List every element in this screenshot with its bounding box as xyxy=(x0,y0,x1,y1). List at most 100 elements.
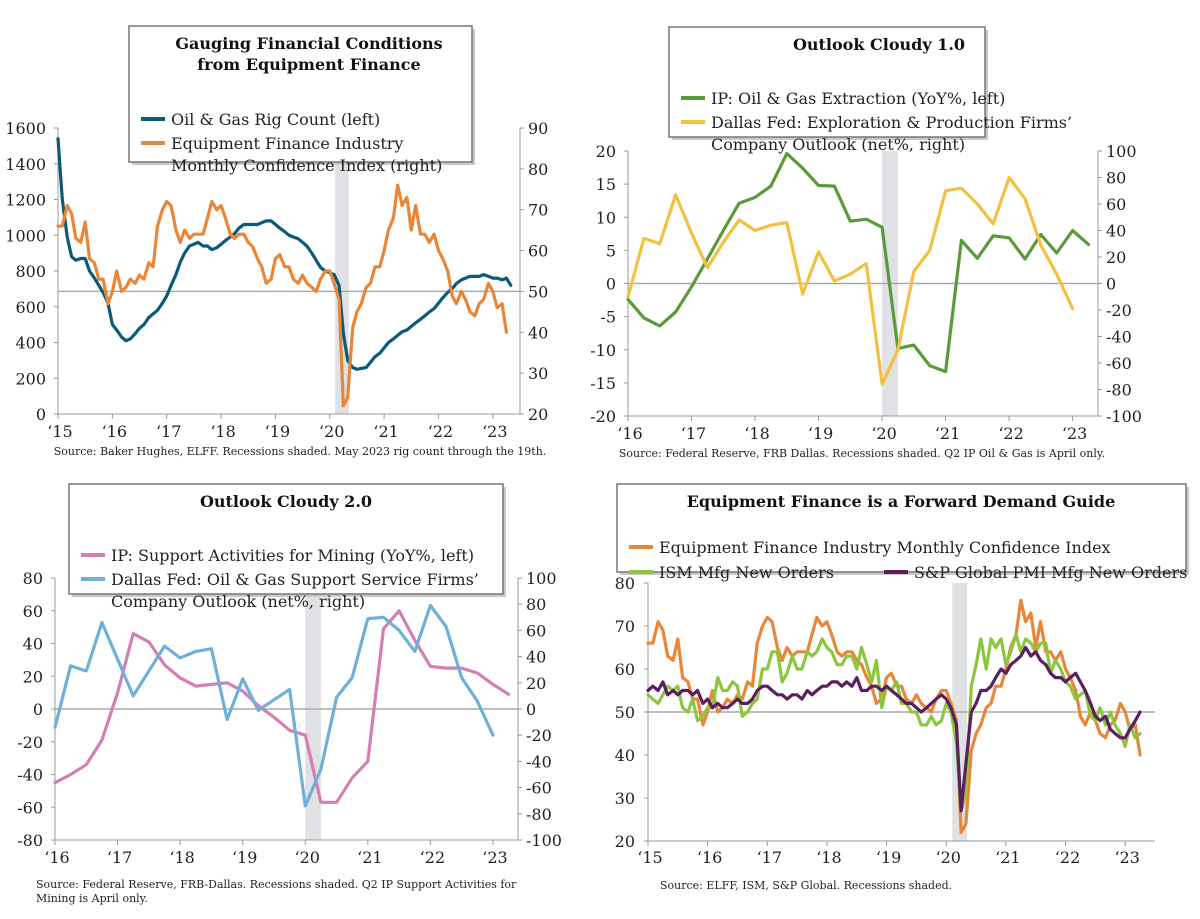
title-box xyxy=(68,483,504,595)
x-tick-label: ‘17 xyxy=(107,848,132,867)
x-tick-label: ‘16 xyxy=(102,422,127,441)
left-tick-label: 20 xyxy=(23,667,43,686)
left-tick-label: 600 xyxy=(15,298,46,317)
right-tick-label: 60 xyxy=(526,621,546,640)
right-tick-label: 70 xyxy=(528,201,548,220)
x-tick-label: ‘23 xyxy=(1062,424,1087,443)
legend-label: Equipment Finance Industry xyxy=(171,134,403,153)
right-tick-label: -100 xyxy=(1106,407,1142,426)
right-tick-label: 80 xyxy=(1106,169,1126,188)
legend-label: Oil & Gas Rig Count (left) xyxy=(171,110,380,129)
left-tick-label: 20 xyxy=(615,832,635,851)
source-note: Source: Baker Hughes, ELFF. Recessions s… xyxy=(54,445,547,458)
left-tick-label: 1000 xyxy=(5,226,46,245)
chart-title: Outlook Cloudy 2.0 xyxy=(200,492,372,511)
x-tick-label: ‘22 xyxy=(1055,848,1080,867)
legend-label: Company Outlook (net%, right) xyxy=(111,592,365,611)
x-tick-label: ‘21 xyxy=(995,848,1020,867)
x-tick-label: ‘22 xyxy=(998,424,1023,443)
left-tick-label: 40 xyxy=(23,635,43,654)
left-tick-label: 15 xyxy=(596,175,616,194)
right-tick-label: -20 xyxy=(526,726,552,745)
left-tick-label: 70 xyxy=(615,617,635,636)
x-tick-label: ‘20 xyxy=(295,848,320,867)
series-line-1 xyxy=(626,152,1091,374)
right-tick-label: 20 xyxy=(528,405,548,424)
x-tick-label: ‘15 xyxy=(47,422,72,441)
left-tick-label: -40 xyxy=(17,766,43,785)
x-tick-label: ‘22 xyxy=(428,422,453,441)
x-tick-label: ‘18 xyxy=(210,422,235,441)
right-tick-label: 50 xyxy=(528,282,548,301)
chart-3: -80 -60 -40 -20 0 20 40 60 80 -100 -80 -60 -40 -20 0 20… xyxy=(17,483,562,905)
series-line-1 xyxy=(56,137,513,371)
left-tick-label: 50 xyxy=(615,703,635,722)
title-box xyxy=(668,26,986,138)
left-tick-label: 1600 xyxy=(5,119,46,138)
series-line-2 xyxy=(53,603,495,808)
left-tick-label: 20 xyxy=(596,142,616,161)
chart-title: Gauging Financial Conditions xyxy=(175,34,442,53)
chart-title: from Equipment Finance xyxy=(197,55,420,74)
right-tick-label: 0 xyxy=(526,700,536,719)
legend-label: Equipment Finance Industry Monthly Confi… xyxy=(659,538,1111,557)
right-tick-label: 100 xyxy=(1106,142,1137,161)
x-tick-label: ‘16 xyxy=(44,848,69,867)
left-tick-label: -20 xyxy=(17,733,43,752)
x-tick-label: ‘19 xyxy=(265,422,290,441)
right-tick-label: 60 xyxy=(528,242,548,261)
x-tick-label: ‘17 xyxy=(681,424,706,443)
x-tick-label: ‘16 xyxy=(697,848,722,867)
right-tick-label: -100 xyxy=(526,831,562,850)
left-tick-label: 80 xyxy=(615,574,635,593)
legend-label: IP: Support Activities for Mining (YoY%,… xyxy=(111,546,474,565)
chart-title: Outlook Cloudy 1.0 xyxy=(793,35,965,54)
x-tick-label: ‘21 xyxy=(373,422,398,441)
x-tick-label: ‘17 xyxy=(156,422,181,441)
x-tick-label: ‘23 xyxy=(482,848,507,867)
left-tick-label: 800 xyxy=(15,262,46,281)
left-tick-label: 40 xyxy=(615,746,635,765)
x-tick-label: ‘18 xyxy=(744,424,769,443)
x-tick-label: ‘17 xyxy=(757,848,782,867)
chart-1: 0 200 400 600 800 1000 1200 1400 1600 20 30 40 50 60 7… xyxy=(5,25,548,458)
left-tick-label: 0 xyxy=(606,275,616,294)
legend-label: Company Outlook (net%, right) xyxy=(711,135,965,154)
x-tick-label: ‘19 xyxy=(876,848,901,867)
x-tick-label: ‘19 xyxy=(232,848,257,867)
chart-2: -20 -15 -10 -5 0 5 10 15 20 -100 -80 -60 -40 -20 0 20 40… xyxy=(590,26,1142,460)
x-tick-label: ‘20 xyxy=(319,422,344,441)
right-tick-label: -60 xyxy=(526,779,552,798)
right-tick-label: 0 xyxy=(1106,275,1116,294)
series-line-2 xyxy=(626,175,1075,386)
x-tick-label: ‘21 xyxy=(935,424,960,443)
right-tick-label: -40 xyxy=(1106,328,1132,347)
series-line-2 xyxy=(56,183,508,408)
left-tick-label: 60 xyxy=(23,602,43,621)
left-tick-label: 30 xyxy=(615,789,635,808)
x-tick-label: ‘23 xyxy=(1114,848,1139,867)
left-tick-label: -60 xyxy=(17,798,43,817)
right-tick-label: 60 xyxy=(1106,195,1126,214)
chart-4: 20 30 40 50 60 70 80 ‘15 ‘16 ‘17 ‘18 ‘19 ‘20 ‘21 ‘22 ‘2… xyxy=(615,483,1189,892)
title-box xyxy=(616,483,1187,573)
right-tick-label: 30 xyxy=(528,364,548,383)
legend-label: S&P Global PMI Mfg New Orders xyxy=(914,563,1187,582)
left-tick-label: -5 xyxy=(600,308,616,327)
series-line-3 xyxy=(646,645,1142,813)
right-tick-label: 20 xyxy=(1106,248,1126,267)
left-tick-label: -10 xyxy=(590,341,616,360)
left-tick-label: 400 xyxy=(15,334,46,353)
x-tick-label: ‘19 xyxy=(808,424,833,443)
x-tick-label: ‘16 xyxy=(617,424,642,443)
title-box xyxy=(128,25,473,163)
right-tick-label: 40 xyxy=(1106,222,1126,241)
left-tick-label: 5 xyxy=(606,241,616,260)
right-tick-label: 40 xyxy=(526,648,546,667)
x-tick-label: ‘23 xyxy=(482,422,507,441)
right-tick-label: -20 xyxy=(1106,301,1132,320)
left-tick-label: 0 xyxy=(33,700,43,719)
left-tick-label: -80 xyxy=(17,831,43,850)
series-line-2 xyxy=(646,633,1142,813)
